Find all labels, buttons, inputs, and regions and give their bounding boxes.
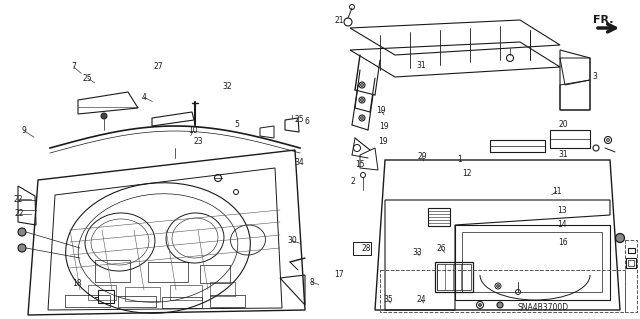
Text: 16: 16: [557, 238, 568, 247]
Bar: [550, 130, 590, 148]
Ellipse shape: [18, 228, 26, 236]
Text: 7: 7: [71, 63, 76, 71]
Bar: [65, 295, 110, 307]
Text: 25: 25: [83, 74, 93, 83]
Ellipse shape: [497, 285, 499, 287]
Text: 20: 20: [558, 120, 568, 129]
Text: 22: 22: [13, 195, 22, 204]
Text: 12: 12: [463, 169, 472, 178]
Text: 14: 14: [557, 220, 567, 229]
Bar: [625, 240, 637, 312]
Text: 8: 8: [310, 278, 315, 287]
Text: 21: 21: [335, 16, 344, 25]
Ellipse shape: [479, 303, 481, 307]
Text: SNA4B3700D: SNA4B3700D: [518, 303, 569, 313]
Text: 2: 2: [350, 177, 355, 186]
Text: 27: 27: [154, 63, 164, 71]
Text: 28: 28: [362, 244, 371, 253]
Bar: [170, 285, 202, 300]
Text: 13: 13: [557, 206, 567, 215]
Bar: [628, 260, 634, 266]
Bar: [437, 264, 471, 290]
Text: 19: 19: [379, 122, 389, 130]
Bar: [98, 290, 114, 303]
Ellipse shape: [360, 84, 364, 86]
Bar: [118, 296, 156, 307]
Text: 31: 31: [558, 150, 568, 159]
Bar: [210, 295, 245, 307]
Text: 33: 33: [412, 248, 422, 256]
Text: 6: 6: [305, 117, 310, 126]
Ellipse shape: [360, 116, 364, 120]
Bar: [125, 287, 160, 301]
Bar: [435, 262, 473, 292]
Ellipse shape: [101, 113, 107, 119]
Text: 22: 22: [15, 209, 24, 218]
Text: 31: 31: [416, 61, 426, 70]
Text: 11: 11: [552, 187, 561, 196]
Bar: [428, 208, 450, 226]
Text: 25: 25: [294, 115, 305, 124]
Bar: [626, 258, 636, 268]
Text: 18: 18: [72, 279, 81, 288]
Bar: [462, 232, 602, 292]
Ellipse shape: [360, 99, 364, 101]
Text: 23: 23: [193, 137, 204, 146]
Text: 5: 5: [234, 120, 239, 129]
Text: 35: 35: [383, 295, 394, 304]
Bar: [210, 282, 235, 296]
Ellipse shape: [18, 244, 26, 252]
Bar: [455, 225, 610, 300]
Bar: [148, 262, 188, 282]
Text: 34: 34: [294, 158, 305, 167]
Text: 4: 4: [141, 93, 147, 102]
Text: 3: 3: [593, 72, 598, 81]
Text: 17: 17: [333, 270, 344, 279]
Text: 1: 1: [457, 155, 462, 164]
Text: 30: 30: [287, 236, 297, 245]
Ellipse shape: [497, 302, 503, 308]
Bar: [88, 285, 116, 300]
Bar: [200, 265, 230, 283]
Bar: [162, 297, 202, 308]
Text: 19: 19: [376, 106, 386, 115]
Text: FR.: FR.: [593, 15, 613, 25]
Bar: [490, 140, 545, 152]
Text: 9: 9: [22, 126, 27, 135]
Text: 10: 10: [188, 126, 198, 135]
Text: 24: 24: [416, 295, 426, 304]
Bar: [380, 270, 625, 312]
Bar: [95, 260, 130, 282]
Ellipse shape: [616, 234, 625, 242]
Ellipse shape: [607, 138, 609, 142]
Text: 15: 15: [355, 160, 365, 169]
Bar: [628, 248, 635, 253]
Text: 29: 29: [417, 152, 428, 161]
Text: 32: 32: [222, 82, 232, 91]
Text: 26: 26: [436, 244, 447, 253]
Text: 19: 19: [378, 137, 388, 146]
Bar: [353, 242, 371, 255]
